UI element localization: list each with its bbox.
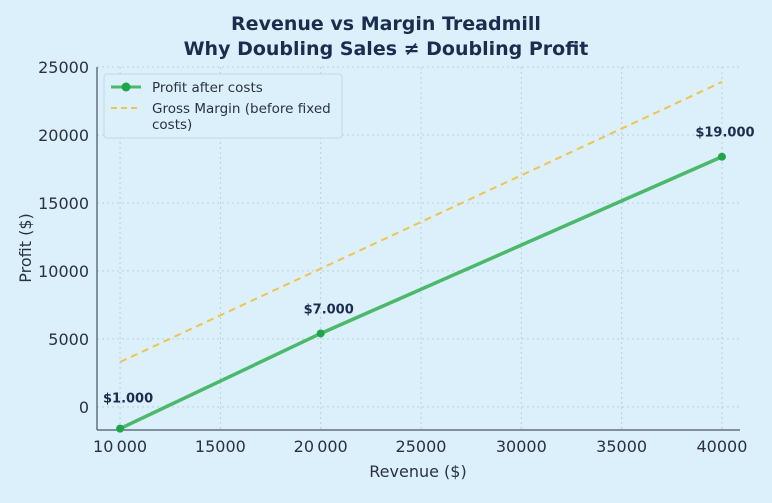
grid (97, 66, 740, 430)
y-tick-label: 15000 (38, 194, 89, 213)
x-tick-label: 15000 (195, 437, 246, 456)
chart-title-line1: Revenue vs Margin Treadmill (231, 13, 541, 35)
x-tick-label: 30000 (496, 437, 547, 456)
profit-point (717, 152, 726, 161)
legend-box (103, 73, 343, 139)
profit-point (316, 329, 325, 338)
legend-profit-marker (121, 82, 131, 92)
x-tick-label: 35000 (596, 437, 647, 456)
y-axis-label: Profit ($) (16, 213, 35, 282)
x-tick-label: 20 000 (294, 437, 348, 456)
legend-margin-label-line1: Gross Margin (before fixed (152, 101, 331, 117)
profit-data-label: $19.000 (695, 126, 754, 141)
x-axis-label: Revenue ($) (369, 462, 466, 481)
x-tick-label: 10 000 (93, 437, 147, 456)
chart-title-line2: Why Doubling Sales ≠ Doubling Profit (184, 38, 589, 60)
axes: 10 000 15000 20 000 25000 30000 35000 40000 0 50… (38, 58, 747, 456)
profit-point (116, 424, 125, 433)
gross-margin-line (119, 81, 723, 363)
y-tick-label: 10000 (38, 262, 89, 281)
legend: Profit after costs Gross Margin (before f… (103, 73, 343, 139)
y-tick-label: 25000 (38, 58, 89, 77)
legend-margin-label-line2: costs) (152, 117, 192, 133)
y-tick-label: 0 (79, 398, 89, 417)
y-tick-label: 5000 (48, 330, 89, 349)
x-tick-label: 40000 (696, 437, 747, 456)
x-tick-label: 25000 (396, 437, 447, 456)
profit-data-label: $7.000 (304, 302, 354, 317)
series: $1.000 $7.000 $19.000 (103, 81, 755, 433)
profit-data-label: $1.000 (103, 392, 153, 407)
legend-profit-label: Profit after costs (152, 80, 263, 96)
y-tick-label: 20000 (38, 126, 89, 145)
